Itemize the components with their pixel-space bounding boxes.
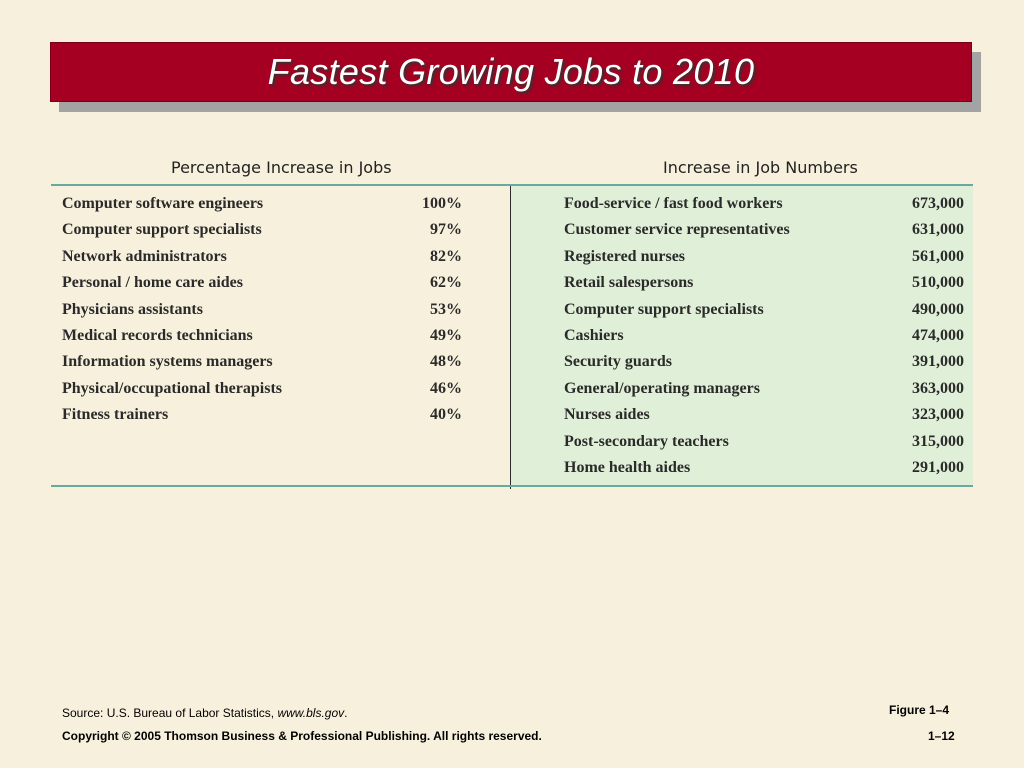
figure-label: Figure 1–4 [889,703,950,717]
percentage-job-value: 40% [430,406,462,424]
percentage-job-value: 82% [430,247,462,265]
page-title: Fastest Growing Jobs to 2010 [267,51,755,92]
job-numbers-column: Food-service / fast food workers 673,000 C… [564,192,964,482]
percentage-job-name: Personal / home care aides [62,274,244,292]
job-numbers-row: Food-service / fast food workers 673,000 [564,192,964,218]
job-numbers-row: Cashiers 474,000 [564,324,964,350]
percentage-row: Computer support specialists 97% [62,218,462,244]
job-numbers-job-name: Post-secondary teachers [564,432,729,450]
job-numbers-job-value: 315,000 [912,432,964,450]
job-numbers-job-name: Computer support specialists [564,300,764,318]
right-panel-background [510,186,973,485]
percentage-job-value: 49% [430,326,462,344]
job-numbers-job-name: Security guards [564,353,672,371]
percentage-row: Personal / home care aides 62% [62,271,462,297]
bottom-rule [51,485,973,487]
title-bar: Fastest Growing Jobs to 2010 [50,42,972,102]
job-numbers-job-name: General/operating managers [564,379,760,397]
percentage-row: Computer software engineers 100% [62,192,462,218]
percentage-job-value: 46% [430,379,462,397]
percentage-row: Physicians assistants 53% [62,298,462,324]
job-numbers-row: Retail salespersons 510,000 [564,271,964,297]
job-numbers-job-name: Home health aides [564,458,691,476]
job-numbers-job-value: 363,000 [912,379,964,397]
job-numbers-job-value: 510,000 [912,274,964,292]
job-numbers-job-value: 561,000 [912,247,964,265]
job-numbers-job-name: Cashiers [564,326,624,344]
job-numbers-row: General/operating managers 363,000 [564,377,964,403]
percentage-job-name: Information systems managers [62,353,273,371]
percentage-job-name: Medical records technicians [62,326,253,344]
percentage-column: Computer software engineers 100% Computer … [62,192,462,430]
job-numbers-job-name: Customer service representatives [564,221,790,239]
source-prefix: Source: U.S. Bureau of Labor Statistics, [62,706,278,720]
copyright-notice: Copyright © 2005 Thomson Business & Prof… [62,729,542,743]
job-numbers-row: Security guards 391,000 [564,350,964,376]
percentage-job-name: Fitness trainers [62,406,169,424]
percentage-row: Fitness trainers 40% [62,403,462,429]
percentage-row: Medical records technicians 49% [62,324,462,350]
left-column-header: Percentage Increase in Jobs [171,158,392,177]
source-url: www.bls.gov [277,706,345,720]
page-number: 1–12 [928,729,955,743]
job-numbers-job-value: 474,000 [912,326,964,344]
percentage-job-value: 100% [422,195,462,212]
job-numbers-job-value: 391,000 [912,353,964,371]
percentage-job-name: Physical/occupational therapists [62,379,283,397]
percentage-row: Information systems managers 48% [62,350,462,376]
percentage-job-value: 53% [430,300,462,318]
job-numbers-job-value: 490,000 [912,300,964,318]
job-numbers-job-value: 291,000 [912,458,964,476]
table-header: Percentage Increase in Jobs Increase in … [51,150,973,184]
percentage-job-value: 62% [430,274,462,292]
job-numbers-job-value: 323,000 [912,406,964,424]
job-numbers-row: Nurses aides 323,000 [564,403,964,429]
job-numbers-row: Post-secondary teachers 315,000 [564,430,964,456]
job-numbers-job-name: Retail salespersons [564,274,694,292]
percentage-row: Physical/occupational therapists 46% [62,377,462,403]
percentage-row: Network administrators 82% [62,245,462,271]
percentage-job-name: Network administrators [62,247,227,265]
percentage-job-value: 48% [430,353,462,371]
job-numbers-job-value: 673,000 [912,195,964,212]
percentage-job-name: Physicians assistants [62,300,203,318]
percentage-job-name: Computer support specialists [62,221,262,239]
job-numbers-job-name: Food-service / fast food workers [564,195,783,212]
jobs-table: Percentage Increase in Jobs Increase in … [51,150,973,490]
source-suffix: . [344,706,348,720]
percentage-job-name: Computer software engineers [62,195,264,212]
right-column-header: Increase in Job Numbers [663,158,858,177]
column-divider [510,186,511,489]
source-note: Source: U.S. Bureau of Labor Statistics,… [62,706,347,720]
job-numbers-job-value: 631,000 [912,221,964,239]
percentage-job-value: 97% [430,221,462,239]
job-numbers-job-name: Nurses aides [564,406,650,424]
top-rule [51,184,973,186]
job-numbers-row: Home health aides 291,000 [564,456,964,482]
job-numbers-job-name: Registered nurses [564,247,686,265]
job-numbers-row: Customer service representatives 631,000 [564,218,964,244]
job-numbers-row: Registered nurses 561,000 [564,245,964,271]
job-numbers-row: Computer support specialists 490,000 [564,298,964,324]
